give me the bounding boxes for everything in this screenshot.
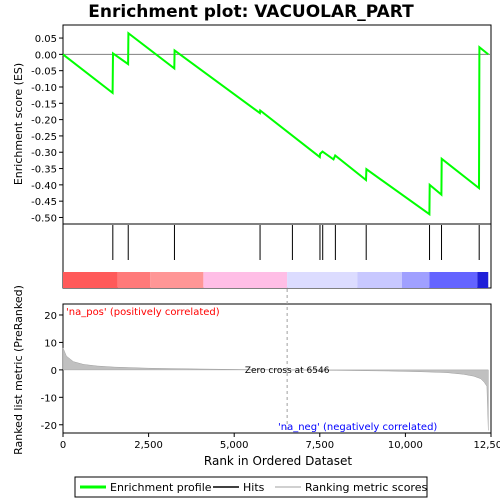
heatmap-segment [357, 272, 402, 288]
es-y-tick-label: -0.50 [31, 213, 57, 224]
heatmap-segment [117, 272, 151, 288]
ranking-metric-area [62, 347, 489, 431]
heatmap-segment [429, 272, 478, 288]
heatmap-segment [477, 272, 489, 288]
hits-marks [112, 225, 480, 260]
es-y-tick-label: -0.30 [31, 148, 57, 159]
legend: Enrichment profile Hits Ranking metric sco… [80, 481, 427, 494]
pos-correlated-label: 'na_pos' (positively correlated) [66, 307, 220, 318]
rank-heatmap-bar [63, 272, 489, 288]
heatmap-segment [150, 272, 204, 288]
es-y-tick-label: -0.35 [31, 165, 57, 176]
x-tick-label: 7,500 [305, 440, 334, 451]
x-axis: 0 2,500 5,000 7,500 10,000 12,500 [60, 433, 500, 451]
es-y-tick-label: 0.05 [35, 34, 57, 45]
legend-label: Hits [243, 481, 265, 494]
legend-label: Ranking metric scores [305, 481, 427, 494]
metric-y-tick-label: 0 [51, 366, 57, 377]
heatmap-segment [203, 272, 288, 288]
metric-y-tick-label: 10 [44, 338, 57, 349]
zero-cross-label: Zero cross at 6546 [245, 366, 330, 376]
heatmap-segment [63, 272, 118, 288]
x-tick-label: 5,000 [220, 440, 249, 451]
x-tick-label: 10,000 [388, 440, 423, 451]
es-y-tick-label: -0.40 [31, 181, 57, 192]
es-y-tick-label: 0.00 [35, 50, 57, 61]
es-y-axis: 0.05 0.00 -0.05 -0.10 -0.15 -0.20 -0.25 -0.30 -0… [31, 34, 63, 224]
heatmap-segment [401, 272, 430, 288]
es-y-tick-label: -0.05 [31, 67, 57, 78]
metric-y-tick-label: -20 [41, 421, 57, 432]
metric-y-axis: 20 10 0 -10 -20 [41, 311, 63, 432]
x-axis-label: Rank in Ordered Dataset [204, 454, 352, 468]
enrichment-profile-line [62, 31, 489, 217]
x-tick-label: 0 [60, 440, 66, 451]
chart-title: Enrichment plot: VACUOLAR_PART [88, 2, 414, 22]
es-y-axis-label: Enrichment score (ES) [12, 63, 25, 185]
es-y-tick-label: -0.15 [31, 99, 57, 110]
es-y-tick-label: -0.10 [31, 83, 57, 94]
metric-y-axis-label: Ranked list metric (PreRanked) [12, 285, 25, 455]
es-y-tick-label: -0.20 [31, 116, 57, 127]
neg-correlated-label: 'na_neg' (negatively correlated) [278, 422, 437, 433]
metric-y-tick-label: -10 [41, 393, 57, 404]
es-y-tick-label: -0.45 [31, 197, 57, 208]
heatmap-segment [287, 272, 358, 288]
es-y-tick-label: -0.25 [31, 132, 57, 143]
metric-y-tick-label: 20 [44, 311, 57, 322]
x-tick-label: 2,500 [134, 440, 163, 451]
x-tick-label: 12,500 [474, 440, 500, 451]
legend-box [74, 476, 428, 498]
legend-label: Enrichment profile [110, 481, 212, 494]
